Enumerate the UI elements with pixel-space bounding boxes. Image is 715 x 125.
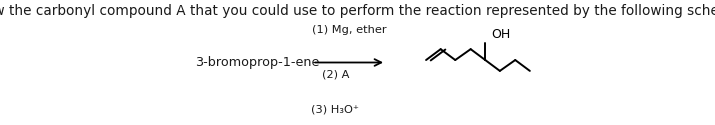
Text: (1) Mg, ether: (1) Mg, ether: [312, 25, 387, 35]
Text: OH: OH: [491, 28, 511, 41]
Text: (2) A: (2) A: [322, 70, 349, 80]
Text: (3) H₃O⁺: (3) H₃O⁺: [312, 104, 360, 115]
Text: Draw the carbonyl compound A that you could use to perform the reaction represen: Draw the carbonyl compound A that you co…: [0, 4, 715, 18]
Text: 3-bromoprop-1-ene: 3-bromoprop-1-ene: [194, 56, 319, 69]
